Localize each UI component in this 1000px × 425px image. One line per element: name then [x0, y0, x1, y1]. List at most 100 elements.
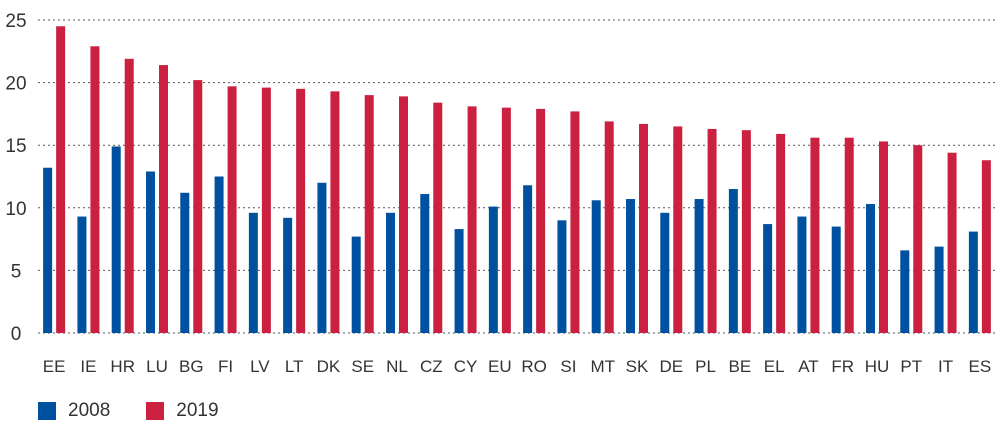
bar-2008-LU — [146, 171, 155, 333]
x-tick-label-SE: SE — [351, 357, 374, 376]
bar-2008-RO — [523, 185, 533, 333]
x-tick-label-SK: SK — [626, 357, 649, 376]
bar-2019-CY — [467, 106, 477, 333]
x-tick-label-EU: EU — [488, 357, 512, 376]
legend-label-2019: 2019 — [176, 400, 219, 421]
bar-2008-BG — [180, 192, 190, 333]
bar-2019-SE — [364, 95, 374, 334]
x-tick-label-NL: NL — [386, 357, 408, 376]
legend-item-2008: 2008 — [38, 400, 110, 422]
x-tick-label-CY: CY — [454, 357, 478, 376]
bar-2019-FR — [844, 137, 854, 333]
bar-2019-HU — [879, 141, 888, 333]
x-tick-label-FR: FR — [831, 357, 854, 376]
bar-2019-DK — [330, 91, 340, 333]
legend-swatch-2008 — [38, 402, 56, 420]
bar-2008-ES — [968, 231, 978, 333]
x-tick-label-IT: IT — [938, 357, 953, 376]
bar-2019-IE — [90, 46, 100, 334]
y-tick-label: 5 — [11, 261, 22, 282]
bar-2008-SK — [626, 199, 635, 333]
bar-2019-FI — [227, 86, 237, 333]
bar-2008-DE — [660, 212, 670, 333]
legend-swatch-2019 — [146, 402, 165, 420]
y-tick-label: 25 — [5, 11, 26, 32]
x-tick-label-PT: PT — [900, 357, 922, 376]
x-tick-label-HR: HR — [110, 357, 135, 376]
y-tick-label: 20 — [5, 74, 26, 95]
bar-2008-SE — [351, 236, 361, 333]
bar-2019-SI — [570, 111, 580, 334]
bar-2008-EU — [488, 206, 498, 333]
bar-2019-NL — [399, 96, 408, 333]
x-tick-label-LV: LV — [250, 357, 270, 376]
bar-2019-MT — [604, 121, 614, 333]
bar-2008-NL — [386, 212, 395, 333]
bar-2019-LU — [159, 65, 168, 334]
y-tick-label: 15 — [5, 136, 26, 157]
bar-2008-LT — [283, 217, 293, 333]
bar-chart: 0 5 10 15 20 25 EE IE HR LU BG FI LV LT DK SE NL CZ CY EU R… — [5, 11, 998, 376]
bar-2008-LV — [248, 212, 258, 333]
bar-2008-CZ — [420, 194, 430, 333]
bar-2008-PL — [694, 199, 704, 333]
x-tick-label-HU: HU — [865, 357, 890, 376]
bar-2008-PT — [900, 250, 910, 333]
bar-2008-BE — [728, 189, 738, 333]
bar-2008-FI — [214, 176, 224, 333]
bar-2008-HR — [111, 146, 121, 333]
bar-2019-IT — [947, 152, 957, 333]
x-axis: EE IE HR LU BG FI LV LT DK SE NL CZ CY EU RO SI MT SK DE PL… — [43, 357, 991, 376]
bar-2008-EE — [43, 167, 53, 333]
bar-2008-HU — [866, 204, 875, 333]
bar-2019-SK — [639, 123, 648, 333]
bar-2008-AT — [797, 216, 807, 333]
y-tick-label: 10 — [5, 199, 26, 220]
bar-2019-HR — [124, 58, 134, 333]
x-tick-label-SI: SI — [560, 357, 576, 376]
legend-label-2008: 2008 — [68, 400, 111, 421]
x-tick-label-AT: AT — [798, 357, 818, 376]
bar-2019-ES — [981, 160, 991, 333]
bar-2008-IE — [77, 216, 87, 333]
bar-2008-DK — [317, 182, 327, 333]
y-axis: 0 5 10 15 20 25 — [5, 11, 26, 345]
x-tick-label-EL: EL — [764, 357, 785, 376]
bar-2019-EE — [56, 26, 66, 333]
bar-2019-PT — [913, 145, 923, 333]
x-tick-label-PL: PL — [695, 357, 716, 376]
x-tick-label-LU: LU — [146, 357, 168, 376]
bars — [43, 26, 991, 334]
bar-2019-RO — [536, 108, 546, 333]
x-tick-label-IE: IE — [80, 357, 96, 376]
bar-2019-DE — [673, 126, 683, 333]
x-tick-label-EE: EE — [43, 357, 66, 376]
bar-2008-EL — [763, 224, 773, 333]
x-tick-label-ES: ES — [969, 357, 992, 376]
bar-2019-EU — [501, 107, 511, 333]
x-tick-label-LT: LT — [285, 357, 304, 376]
bar-2008-MT — [591, 200, 601, 333]
legend-item-2019: 2019 — [146, 400, 219, 422]
x-tick-label-CZ: CZ — [420, 357, 443, 376]
bar-2008-CY — [454, 229, 464, 333]
x-tick-label-FI: FI — [218, 357, 233, 376]
bar-2019-BG — [193, 80, 203, 333]
bar-2019-AT — [810, 137, 820, 333]
bar-2019-EL — [776, 133, 786, 333]
bar-2008-SI — [557, 220, 567, 333]
bar-2019-LT — [296, 88, 306, 333]
x-tick-label-DK: DK — [317, 357, 341, 376]
bar-2008-FR — [831, 226, 841, 333]
x-tick-label-DE: DE — [659, 357, 683, 376]
bar-2019-CZ — [433, 102, 443, 333]
legend: 2008 2019 — [38, 400, 255, 422]
x-tick-label-BE: BE — [729, 357, 752, 376]
bar-2019-LV — [261, 87, 271, 333]
x-tick-label-BG: BG — [179, 357, 204, 376]
x-tick-label-RO: RO — [521, 357, 547, 376]
bar-2019-PL — [707, 128, 717, 333]
y-tick-label: 0 — [11, 324, 22, 345]
bar-2008-IT — [934, 246, 944, 333]
bar-2019-BE — [741, 130, 751, 333]
